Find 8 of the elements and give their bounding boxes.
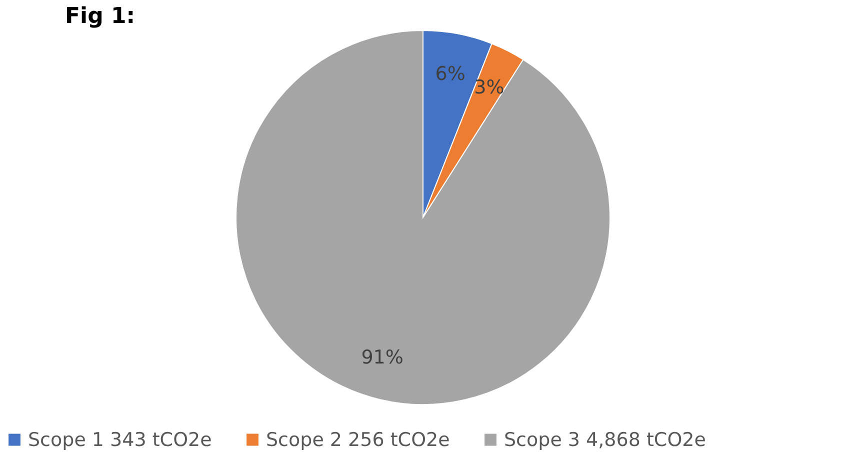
data-label: 3% <box>474 76 504 99</box>
chart-title: Fig 1: <box>65 4 136 29</box>
pie-slice <box>236 30 610 405</box>
data-label: 6% <box>435 63 466 86</box>
data-label: 91% <box>361 346 404 369</box>
legend-label: Scope 3 4,868 tCO2e <box>504 428 706 451</box>
legend-label: Scope 2 256 tCO2e <box>266 428 450 451</box>
legend-label: Scope 1 343 tCO2e <box>28 428 212 451</box>
